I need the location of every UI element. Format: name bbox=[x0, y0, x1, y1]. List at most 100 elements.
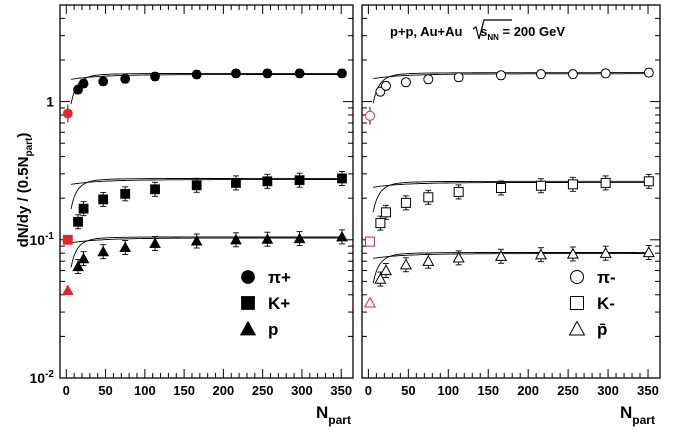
data-point-right bbox=[452, 251, 465, 263]
data-point-left bbox=[191, 180, 202, 191]
data-point-left bbox=[98, 76, 109, 87]
legends: π+ K+ p π- K-p̄ bbox=[239, 268, 616, 339]
legend-label-left: π+ bbox=[268, 268, 291, 287]
y-axis-label: dN/dy / (0.5Npart) bbox=[15, 133, 35, 248]
data-point-left bbox=[336, 230, 348, 242]
data-point-right bbox=[400, 197, 411, 208]
data-point-left bbox=[149, 237, 161, 249]
data-point-right bbox=[380, 207, 391, 218]
x-tick-label-left: 200 bbox=[213, 383, 235, 398]
svg-text:dN/dy / (0.5Npart): dN/dy / (0.5Npart) bbox=[15, 133, 35, 248]
data-point-right bbox=[566, 247, 579, 259]
x-tick-label-left: 250 bbox=[252, 383, 274, 398]
data-point-right bbox=[374, 272, 387, 284]
legend-marker-left bbox=[239, 320, 257, 336]
data-point-left bbox=[337, 68, 347, 79]
x-tick-label-left: 350 bbox=[330, 383, 352, 398]
data-point-right bbox=[494, 250, 508, 261]
y-axis-label-close: ) bbox=[15, 133, 32, 138]
data-point-right bbox=[399, 258, 412, 270]
energy-annotation-text: p+p, Au+Au sNN = 200 GeV bbox=[390, 24, 565, 42]
data-point-pp-right bbox=[364, 110, 375, 121]
data-point-left bbox=[119, 241, 132, 253]
data-point-pp-left bbox=[62, 284, 74, 295]
legend-label-right: p̄ bbox=[597, 320, 607, 339]
data-point-right bbox=[380, 80, 391, 91]
y-axis-label-main: dN/dy / (0.5N bbox=[15, 157, 32, 248]
fit-curve-left bbox=[70, 72, 345, 105]
legend-label-left: K+ bbox=[268, 294, 290, 313]
x-tick-label-left: 100 bbox=[134, 383, 156, 398]
x-axis-label-left: Npart bbox=[316, 403, 351, 427]
y-tick-label: 10-2 bbox=[30, 369, 55, 386]
data-point-right bbox=[496, 70, 507, 81]
data-point-right bbox=[400, 77, 411, 88]
panel-frame-right bbox=[361, 4, 661, 379]
y-tick-label: 1 bbox=[46, 94, 54, 110]
data-point-right bbox=[642, 246, 655, 258]
data-point-left bbox=[231, 68, 241, 79]
x-tick-label-right: 350 bbox=[637, 383, 659, 398]
data-point-left bbox=[150, 184, 160, 195]
data-point-left bbox=[262, 68, 273, 79]
x-tick-label-left: 150 bbox=[173, 383, 195, 398]
data-point-right bbox=[375, 218, 386, 229]
data-point-right bbox=[379, 264, 392, 276]
data-point-left bbox=[293, 232, 306, 244]
data-point-left bbox=[294, 175, 305, 186]
x-tick-label-left: 50 bbox=[98, 383, 112, 398]
data-point-right bbox=[453, 186, 464, 197]
energy-annotation: p+p, Au+Au sNN = 200 GeV bbox=[390, 19, 565, 42]
data-point-left bbox=[73, 84, 83, 95]
y-tick-label: 10-1 bbox=[30, 231, 55, 248]
data-point-left bbox=[78, 78, 89, 89]
data-point-right bbox=[600, 177, 611, 188]
legend-marker-right bbox=[570, 270, 584, 284]
data-point-right bbox=[643, 176, 654, 187]
x-tick-label-left: 0 bbox=[63, 383, 70, 398]
data-point-pp-right bbox=[363, 296, 377, 308]
y-axis-label-sub: part bbox=[24, 137, 35, 157]
data-markers bbox=[62, 67, 655, 308]
data-point-right bbox=[567, 179, 578, 190]
data-point-left bbox=[120, 188, 131, 199]
legend-marker-left bbox=[241, 296, 255, 310]
x-axis-label-right: Npart bbox=[620, 403, 655, 427]
x-tick-label-right: 250 bbox=[557, 383, 579, 398]
data-point-left bbox=[230, 233, 242, 245]
data-point-left bbox=[72, 260, 84, 272]
data-point-left bbox=[77, 252, 90, 264]
legend-marker-right bbox=[568, 320, 586, 336]
x-tick-label-right: 100 bbox=[437, 383, 459, 398]
data-point-right bbox=[643, 67, 654, 78]
data-point-right bbox=[535, 180, 546, 191]
data-point-left bbox=[261, 233, 274, 244]
x-tick-label-left: 300 bbox=[291, 383, 313, 398]
data-point-pp-right bbox=[364, 236, 375, 247]
fit-curve-right bbox=[372, 72, 652, 104]
legend-label-right: K- bbox=[597, 294, 615, 313]
panel-frame-left bbox=[59, 4, 354, 379]
x-tick-label-right: 0 bbox=[365, 383, 372, 398]
data-point-pp-left bbox=[62, 234, 73, 245]
data-point-left bbox=[150, 71, 160, 82]
x-axis-labels: Npart Npart bbox=[316, 403, 655, 427]
data-point-right bbox=[423, 74, 434, 85]
data-point-right bbox=[496, 183, 507, 194]
data-point-left bbox=[120, 73, 131, 84]
legend-label-left: p bbox=[268, 320, 278, 339]
data-point-left bbox=[190, 235, 203, 246]
data-point-left bbox=[337, 173, 347, 184]
panel-frames: 0 50 100 150 200 250 300 350 10-2 10-1 1 0 50 100 150 2… bbox=[30, 4, 661, 398]
x-tick-label-right: 150 bbox=[477, 383, 499, 398]
data-point-right bbox=[535, 69, 546, 80]
data-point-left bbox=[73, 216, 83, 227]
sqrt-sign bbox=[472, 19, 512, 40]
data-point-left bbox=[262, 176, 273, 187]
data-point-left bbox=[97, 245, 110, 257]
x-tick-label-right: 200 bbox=[517, 383, 539, 398]
data-point-left bbox=[231, 178, 241, 188]
x-tick-label-right: 50 bbox=[401, 383, 415, 398]
